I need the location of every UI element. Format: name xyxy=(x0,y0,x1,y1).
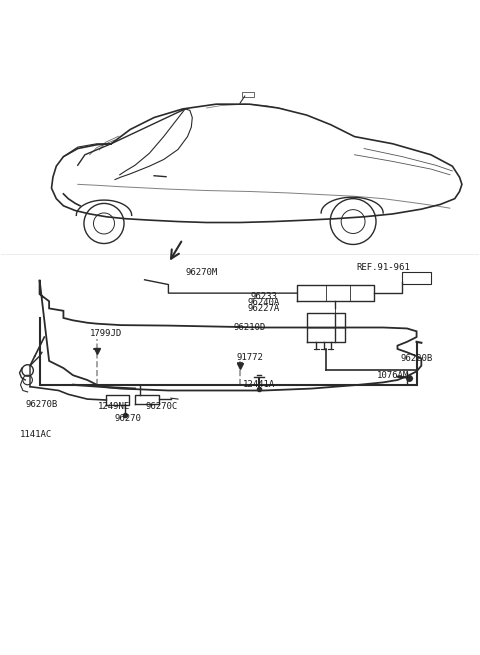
Text: 96227A: 96227A xyxy=(248,305,280,313)
Text: 96270B: 96270B xyxy=(26,400,58,409)
Text: 96210D: 96210D xyxy=(233,323,265,332)
Bar xyxy=(242,92,254,97)
Text: REF.91-961: REF.91-961 xyxy=(356,263,410,272)
Text: 1076AM: 1076AM xyxy=(377,371,409,380)
Text: 96270: 96270 xyxy=(114,414,141,422)
Text: 91772: 91772 xyxy=(236,352,263,362)
Text: 1249NE: 1249NE xyxy=(97,402,130,411)
Text: 1141AC: 1141AC xyxy=(20,430,52,440)
Text: 12441A: 12441A xyxy=(243,381,275,389)
Text: 96270C: 96270C xyxy=(145,402,178,411)
Text: 96270M: 96270M xyxy=(186,268,218,277)
Text: 1799JD: 1799JD xyxy=(90,329,122,338)
Bar xyxy=(402,272,431,284)
Text: 96240A: 96240A xyxy=(248,298,280,307)
Text: 96220B: 96220B xyxy=(400,354,432,363)
Text: 96233: 96233 xyxy=(251,292,277,301)
